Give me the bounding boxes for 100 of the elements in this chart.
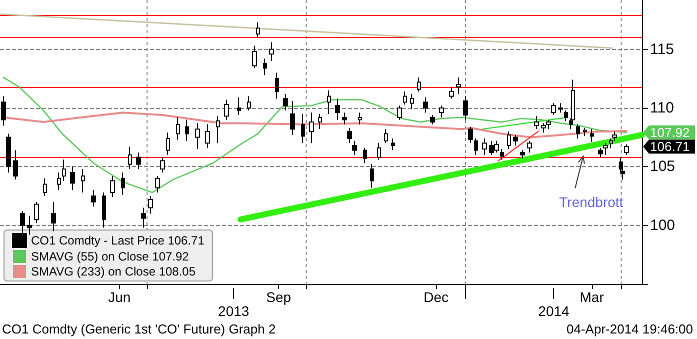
data-label: 107.92 (650, 124, 690, 140)
candlestick (463, 96, 468, 120)
candlestick (527, 140, 532, 154)
candlestick (148, 195, 153, 214)
candlestick (110, 176, 115, 198)
candlestick (195, 122, 200, 150)
candlestick (546, 119, 551, 130)
candlestick (598, 147, 603, 158)
candlestick (160, 156, 165, 174)
candlestick (352, 140, 357, 156)
candlestick (51, 201, 56, 232)
candlestick (384, 128, 388, 144)
candlestick (468, 126, 473, 144)
candlestick (290, 100, 295, 136)
candlestick (269, 42, 274, 62)
candlestick (176, 116, 180, 140)
candlestick (449, 86, 454, 100)
candlestick (185, 119, 189, 142)
candlestick (275, 72, 279, 100)
candlestick (205, 124, 210, 148)
candlestick (624, 144, 629, 156)
candlestick (410, 93, 414, 110)
candlestick (474, 138, 478, 156)
candlestick (128, 146, 132, 170)
candlestick (335, 98, 340, 120)
candlestick (224, 99, 229, 120)
x-tick-label: Mar (580, 289, 604, 305)
y-tick-label: 110 (650, 99, 674, 116)
candlestick (81, 168, 85, 193)
candlestick (558, 102, 563, 114)
candlestick (347, 127, 352, 144)
x2-tick-label: 2014 (538, 303, 570, 319)
candlestick (141, 207, 146, 228)
candlestick (391, 138, 395, 151)
candlestick (583, 127, 587, 137)
candlestick (327, 90, 331, 114)
candlestick (27, 215, 32, 236)
candlestick (507, 130, 511, 150)
candlestick (564, 110, 568, 122)
candlestick (91, 190, 96, 208)
text: 106.71 (650, 139, 690, 154)
candlestick (256, 22, 260, 38)
text: 04-Apr-2014 19:46:00 (566, 322, 693, 336)
candlestick (43, 178, 47, 196)
candlestick (482, 138, 487, 156)
candlestick (551, 102, 556, 116)
line-series (2, 76, 628, 194)
candlestick (377, 142, 381, 160)
candlestick (403, 91, 407, 105)
candlestick (309, 112, 314, 144)
y-tick-label: 100 (650, 216, 676, 234)
candlestick (57, 172, 61, 191)
candlestick (216, 116, 220, 144)
candlestick (6, 133, 11, 174)
text: CO1 Comdty (Generic 1st 'CO' Future) Graph 2 (2, 322, 276, 336)
candlestick (283, 93, 288, 111)
candlestick (301, 113, 305, 144)
candlestick (263, 58, 267, 76)
candlestick (34, 201, 39, 224)
x-tick-label: Sep (266, 289, 292, 305)
candlestick (247, 96, 251, 111)
candlestick (513, 134, 518, 146)
y-tick-label: 115 (650, 40, 674, 58)
y-tick-label: 105 (650, 158, 676, 176)
candlestick (370, 164, 374, 188)
candlestick (534, 116, 539, 130)
legend-label: SMAVG (233) on Close 108.05 (31, 264, 196, 278)
candlestick (342, 112, 347, 125)
candlestick (252, 45, 257, 69)
candlestick (439, 105, 444, 118)
candlestick (430, 114, 435, 125)
annotation: Trendbrott (559, 194, 624, 210)
legend-label: SMAVG (55) on Close 107.92 (31, 250, 190, 264)
candlestick (70, 166, 75, 191)
candlestick (1, 96, 6, 126)
x-tick-label: Jun (108, 289, 131, 305)
candlestick (423, 96, 428, 114)
candlestick (102, 192, 106, 228)
candlestick (603, 142, 608, 156)
candlestick (541, 122, 546, 134)
candlestick (590, 128, 594, 142)
candlestick (576, 124, 580, 139)
candlestick (520, 150, 525, 159)
candlestick (155, 176, 160, 193)
candlestick (121, 172, 125, 196)
candlestick (62, 159, 66, 182)
candlestick (417, 76, 421, 92)
candlestick (136, 152, 141, 170)
legend-label: CO1 Comdty - Last Price 106.71 (31, 234, 205, 248)
candlestick (166, 132, 170, 156)
x2-tick-label: 2013 (218, 303, 250, 319)
candlestick (397, 105, 402, 120)
candlestick (237, 96, 241, 116)
candlestick (363, 147, 367, 164)
candlestick (500, 148, 504, 160)
candlestick (318, 113, 322, 130)
candlestick (13, 150, 18, 180)
candlestick (456, 76, 461, 94)
x-tick-label: Dec (424, 289, 449, 305)
candlestick (358, 112, 362, 125)
